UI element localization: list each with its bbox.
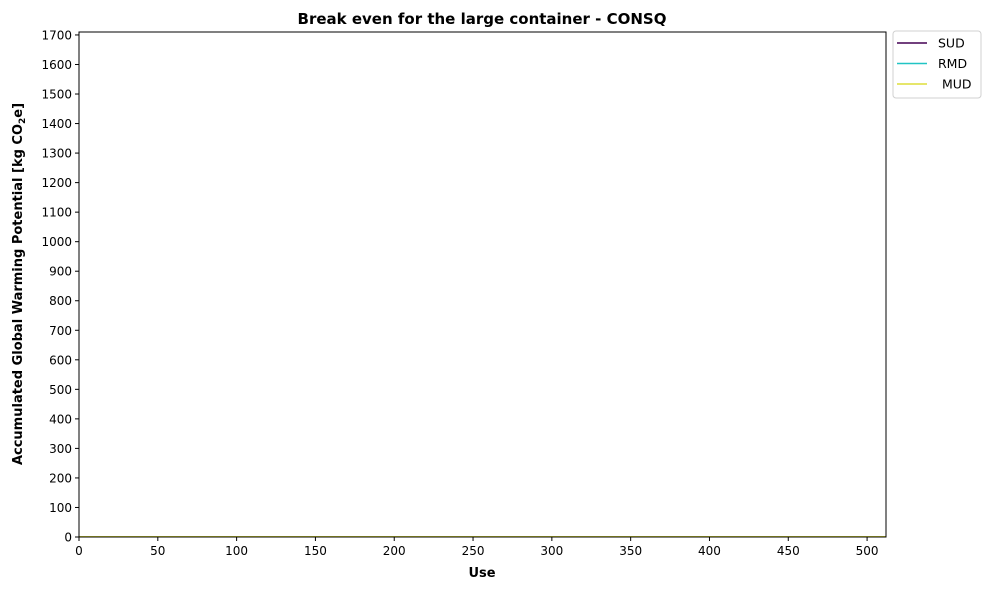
y-tick-label: 500 — [49, 383, 72, 397]
y-tick-label: 1100 — [41, 206, 72, 220]
legend-box — [892, 30, 982, 99]
y-tick-label: 700 — [49, 324, 72, 338]
chart-title: Break even for the large container - CON… — [298, 10, 667, 28]
y-tick-label: 0 — [64, 531, 72, 545]
x-tick-label: 200 — [383, 544, 406, 558]
x-tick-label: 350 — [619, 544, 642, 558]
y-axis: 0 100 200 300 400 500 600 700 800 900 1000 1100 1200… — [41, 28, 79, 545]
x-tick-label: 0 — [75, 544, 83, 558]
legend-label-mud: MUD — [938, 77, 972, 92]
legend-items: SUD RMD MUD — [897, 36, 972, 92]
x-tick-label: 50 — [150, 544, 165, 558]
y-tick-label: 1700 — [41, 28, 72, 42]
x-tick-label: 500 — [856, 544, 879, 558]
legend-label-rmd: RMD — [938, 56, 967, 71]
x-tick-label: 300 — [540, 544, 563, 558]
y-axis-label-end: e] — [11, 103, 26, 118]
y-axis-label: Accumulated Global Warming Potential [kg… — [11, 103, 28, 465]
x-tick-label: 150 — [304, 544, 327, 558]
y-tick-label: 1400 — [41, 117, 72, 131]
legend: SUD RMD MUD — [892, 30, 982, 99]
y-tick-label: 1600 — [41, 58, 72, 72]
y-tick-label: 200 — [49, 471, 72, 485]
x-tick-label: 100 — [225, 544, 248, 558]
y-tick-label: 1000 — [41, 235, 72, 249]
plot-frame — [78, 31, 887, 538]
x-tick-label: 400 — [698, 544, 721, 558]
x-axis: 0 50 100 150 200 250 300 350 400 450 500 — [75, 537, 879, 558]
y-tick-label: 1500 — [41, 88, 72, 102]
y-axis-label-subscript: 2 — [18, 118, 28, 124]
x-axis-label: Use — [468, 566, 495, 581]
y-tick-label: 1200 — [41, 176, 72, 190]
y-tick-label: 300 — [49, 442, 72, 456]
y-tick-label: 1300 — [41, 147, 72, 161]
y-tick-label: 800 — [49, 294, 72, 308]
y-tick-label: 400 — [49, 412, 72, 426]
y-tick-label: 900 — [49, 265, 72, 279]
y-tick-label: 600 — [49, 353, 72, 367]
plot-area — [79, 32, 886, 537]
y-axis-label-main: Accumulated Global Warming Potential [kg… — [11, 124, 26, 465]
y-tick-label: 100 — [49, 501, 72, 515]
x-tick-label: 250 — [462, 544, 485, 558]
legend-label-sud: SUD — [938, 36, 965, 51]
x-tick-label: 450 — [777, 544, 800, 558]
